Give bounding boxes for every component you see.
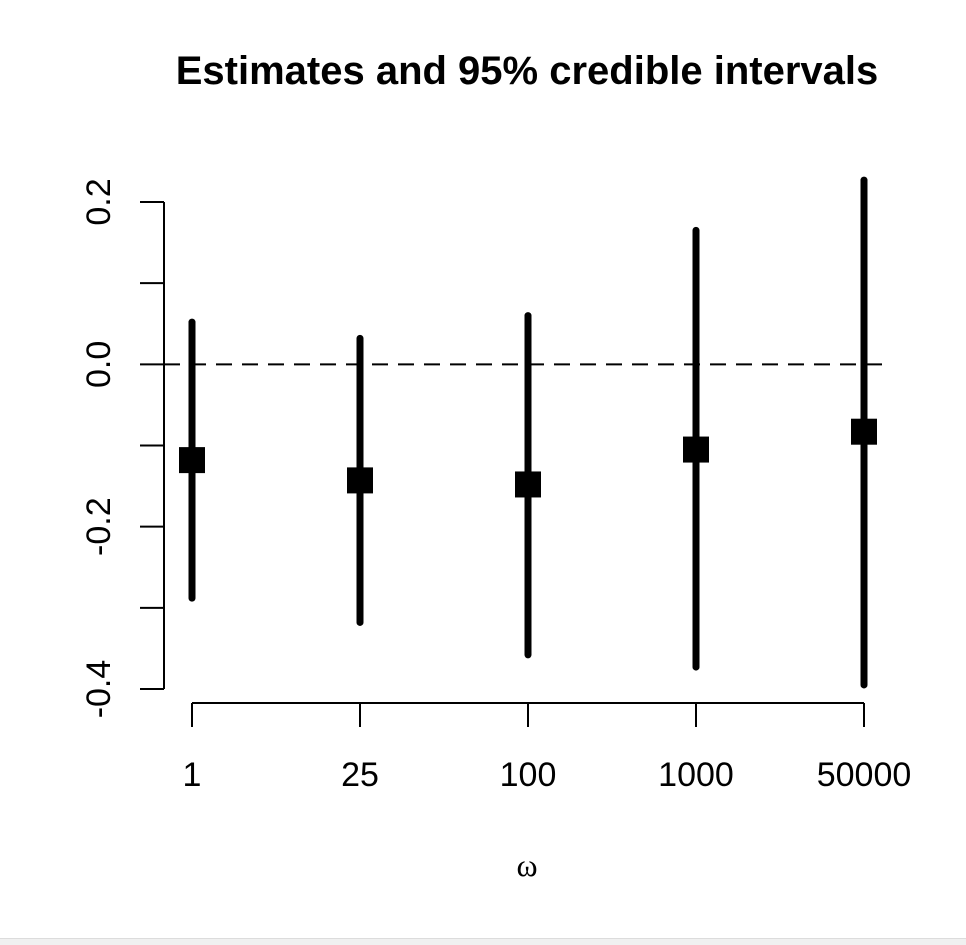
point-estimate <box>179 447 205 474</box>
x-tick-label: 1000 <box>658 756 734 794</box>
x-tick-label: 25 <box>341 756 379 794</box>
x-tick-label: 50000 <box>817 756 912 794</box>
y-axis: 0.2 0.0 -0.2 -0.4 <box>80 178 165 719</box>
point-estimate <box>515 471 541 498</box>
point-estimates <box>179 418 877 498</box>
x-axis: 1 25 100 1000 50000 <box>183 702 912 794</box>
x-tick-label: 100 <box>500 756 557 794</box>
point-estimate <box>683 436 709 463</box>
bottom-rule <box>0 938 966 945</box>
credible-intervals <box>188 176 868 689</box>
y-tick-label: 0.2 <box>80 178 118 225</box>
point-estimate <box>851 418 877 445</box>
y-tick-label: 0.0 <box>80 341 118 388</box>
chart-title: Estimates and 95% credible intervals <box>176 49 879 93</box>
y-tick-label: -0.2 <box>80 497 118 556</box>
y-tick-label: -0.4 <box>80 660 118 719</box>
x-tick-label: 1 <box>183 756 202 794</box>
x-axis-label: ω <box>516 847 537 883</box>
point-estimate <box>347 467 373 494</box>
